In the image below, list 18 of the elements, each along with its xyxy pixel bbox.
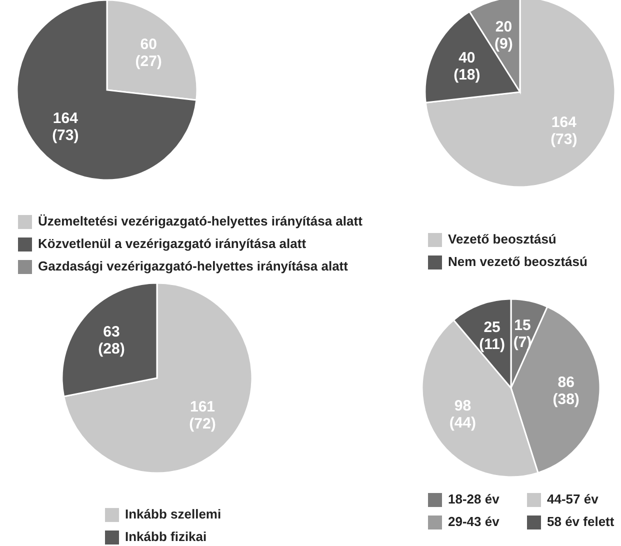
legend-label: Nem vezető beosztású — [448, 254, 588, 269]
legend-label: 58 év felett — [547, 514, 615, 529]
legend-label: Vezető beosztású — [448, 231, 556, 246]
legend-label: 29-43 év — [448, 514, 500, 529]
data-label: 86 (38) — [552, 374, 580, 408]
legend-label: Inkább szellemi — [125, 506, 222, 522]
legend-label: Üzemeltetési vezérigazgató-helyettes irányítása alatt — [38, 213, 364, 228]
legend-label: Inkább fizikai — [125, 528, 207, 544]
pie-slice — [63, 282, 253, 474]
data-label: 164 (73) — [52, 110, 79, 144]
legend-label: Közvetlenül a vezérigazgató irányítása alatt — [38, 236, 307, 251]
data-label: 25 (11) — [479, 319, 505, 354]
data-label: 63 (28) — [98, 324, 125, 358]
legend-label: Gazdasági vezérigazgató-helyettes irányítása alatt — [38, 258, 349, 274]
legend-label: 44-57 év — [547, 491, 600, 506]
data-label: 20 (9) — [494, 18, 513, 52]
legend-label: 18-28 év — [448, 491, 500, 506]
data-label: 40 (18) — [454, 49, 480, 84]
